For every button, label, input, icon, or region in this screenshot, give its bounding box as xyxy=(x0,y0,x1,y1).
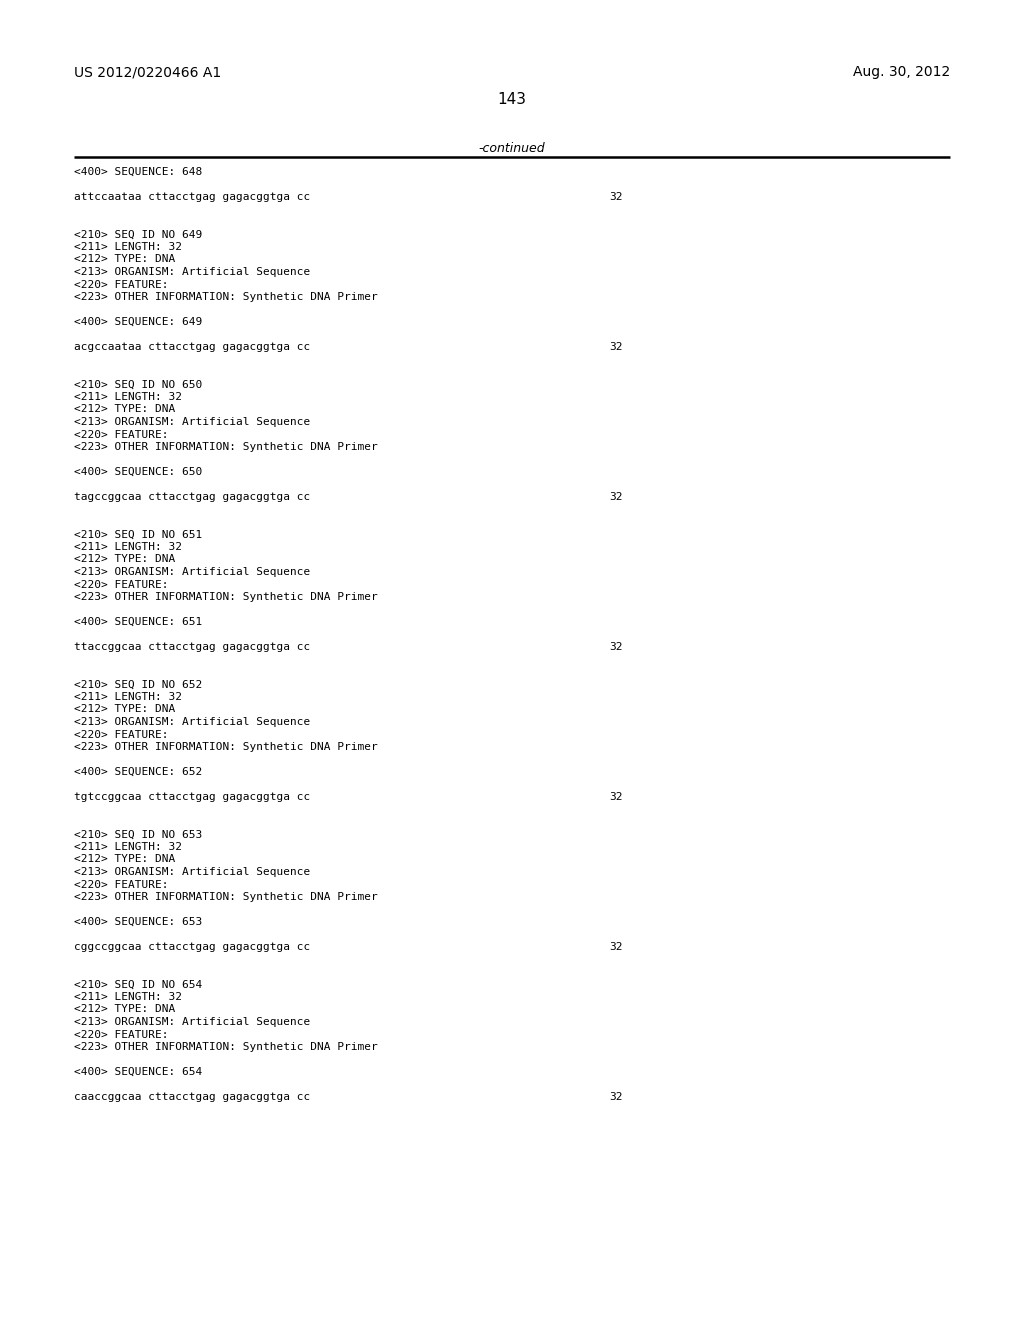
Text: <400> SEQUENCE: 654: <400> SEQUENCE: 654 xyxy=(74,1067,202,1077)
Text: <220> FEATURE:: <220> FEATURE: xyxy=(74,879,168,890)
Text: <210> SEQ ID NO 653: <210> SEQ ID NO 653 xyxy=(74,829,202,840)
Text: ttaccggcaa cttacctgag gagacggtga cc: ttaccggcaa cttacctgag gagacggtga cc xyxy=(74,642,310,652)
Text: <400> SEQUENCE: 648: <400> SEQUENCE: 648 xyxy=(74,168,202,177)
Text: <220> FEATURE:: <220> FEATURE: xyxy=(74,579,168,590)
Text: 32: 32 xyxy=(609,1092,623,1102)
Text: <211> LENGTH: 32: <211> LENGTH: 32 xyxy=(74,543,181,552)
Text: <400> SEQUENCE: 652: <400> SEQUENCE: 652 xyxy=(74,767,202,777)
Text: <223> OTHER INFORMATION: Synthetic DNA Primer: <223> OTHER INFORMATION: Synthetic DNA P… xyxy=(74,1041,378,1052)
Text: <211> LENGTH: 32: <211> LENGTH: 32 xyxy=(74,842,181,851)
Text: 32: 32 xyxy=(609,492,623,502)
Text: <212> TYPE: DNA: <212> TYPE: DNA xyxy=(74,705,175,714)
Text: <400> SEQUENCE: 651: <400> SEQUENCE: 651 xyxy=(74,616,202,627)
Text: tagccggcaa cttacctgag gagacggtga cc: tagccggcaa cttacctgag gagacggtga cc xyxy=(74,492,310,502)
Text: 32: 32 xyxy=(609,792,623,803)
Text: <223> OTHER INFORMATION: Synthetic DNA Primer: <223> OTHER INFORMATION: Synthetic DNA P… xyxy=(74,591,378,602)
Text: 32: 32 xyxy=(609,191,623,202)
Text: <400> SEQUENCE: 649: <400> SEQUENCE: 649 xyxy=(74,317,202,327)
Text: <210> SEQ ID NO 654: <210> SEQ ID NO 654 xyxy=(74,979,202,990)
Text: <211> LENGTH: 32: <211> LENGTH: 32 xyxy=(74,242,181,252)
Text: <213> ORGANISM: Artificial Sequence: <213> ORGANISM: Artificial Sequence xyxy=(74,267,310,277)
Text: <220> FEATURE:: <220> FEATURE: xyxy=(74,429,168,440)
Text: -continued: -continued xyxy=(478,143,546,154)
Text: <212> TYPE: DNA: <212> TYPE: DNA xyxy=(74,854,175,865)
Text: <210> SEQ ID NO 652: <210> SEQ ID NO 652 xyxy=(74,680,202,689)
Text: <211> LENGTH: 32: <211> LENGTH: 32 xyxy=(74,692,181,702)
Text: cggccggcaa cttacctgag gagacggtga cc: cggccggcaa cttacctgag gagacggtga cc xyxy=(74,942,310,952)
Text: <220> FEATURE:: <220> FEATURE: xyxy=(74,730,168,739)
Text: <211> LENGTH: 32: <211> LENGTH: 32 xyxy=(74,392,181,403)
Text: tgtccggcaa cttacctgag gagacggtga cc: tgtccggcaa cttacctgag gagacggtga cc xyxy=(74,792,310,803)
Text: <211> LENGTH: 32: <211> LENGTH: 32 xyxy=(74,993,181,1002)
Text: 143: 143 xyxy=(498,92,526,107)
Text: acgccaataa cttacctgag gagacggtga cc: acgccaataa cttacctgag gagacggtga cc xyxy=(74,342,310,352)
Text: <223> OTHER INFORMATION: Synthetic DNA Primer: <223> OTHER INFORMATION: Synthetic DNA P… xyxy=(74,442,378,451)
Text: <212> TYPE: DNA: <212> TYPE: DNA xyxy=(74,554,175,565)
Text: <210> SEQ ID NO 649: <210> SEQ ID NO 649 xyxy=(74,230,202,239)
Text: 32: 32 xyxy=(609,342,623,352)
Text: US 2012/0220466 A1: US 2012/0220466 A1 xyxy=(74,65,221,79)
Text: <212> TYPE: DNA: <212> TYPE: DNA xyxy=(74,404,175,414)
Text: <210> SEQ ID NO 650: <210> SEQ ID NO 650 xyxy=(74,380,202,389)
Text: 32: 32 xyxy=(609,942,623,952)
Text: <400> SEQUENCE: 650: <400> SEQUENCE: 650 xyxy=(74,467,202,477)
Text: <400> SEQUENCE: 653: <400> SEQUENCE: 653 xyxy=(74,917,202,927)
Text: <210> SEQ ID NO 651: <210> SEQ ID NO 651 xyxy=(74,529,202,540)
Text: <220> FEATURE:: <220> FEATURE: xyxy=(74,280,168,289)
Text: <213> ORGANISM: Artificial Sequence: <213> ORGANISM: Artificial Sequence xyxy=(74,417,310,426)
Text: <212> TYPE: DNA: <212> TYPE: DNA xyxy=(74,255,175,264)
Text: <223> OTHER INFORMATION: Synthetic DNA Primer: <223> OTHER INFORMATION: Synthetic DNA P… xyxy=(74,742,378,752)
Text: <223> OTHER INFORMATION: Synthetic DNA Primer: <223> OTHER INFORMATION: Synthetic DNA P… xyxy=(74,892,378,902)
Text: attccaataa cttacctgag gagacggtga cc: attccaataa cttacctgag gagacggtga cc xyxy=(74,191,310,202)
Text: <213> ORGANISM: Artificial Sequence: <213> ORGANISM: Artificial Sequence xyxy=(74,1016,310,1027)
Text: caaccggcaa cttacctgag gagacggtga cc: caaccggcaa cttacctgag gagacggtga cc xyxy=(74,1092,310,1102)
Text: Aug. 30, 2012: Aug. 30, 2012 xyxy=(853,65,950,79)
Text: <220> FEATURE:: <220> FEATURE: xyxy=(74,1030,168,1040)
Text: <213> ORGANISM: Artificial Sequence: <213> ORGANISM: Artificial Sequence xyxy=(74,717,310,727)
Text: <212> TYPE: DNA: <212> TYPE: DNA xyxy=(74,1005,175,1015)
Text: <213> ORGANISM: Artificial Sequence: <213> ORGANISM: Artificial Sequence xyxy=(74,568,310,577)
Text: 32: 32 xyxy=(609,642,623,652)
Text: <213> ORGANISM: Artificial Sequence: <213> ORGANISM: Artificial Sequence xyxy=(74,867,310,876)
Text: <223> OTHER INFORMATION: Synthetic DNA Primer: <223> OTHER INFORMATION: Synthetic DNA P… xyxy=(74,292,378,302)
